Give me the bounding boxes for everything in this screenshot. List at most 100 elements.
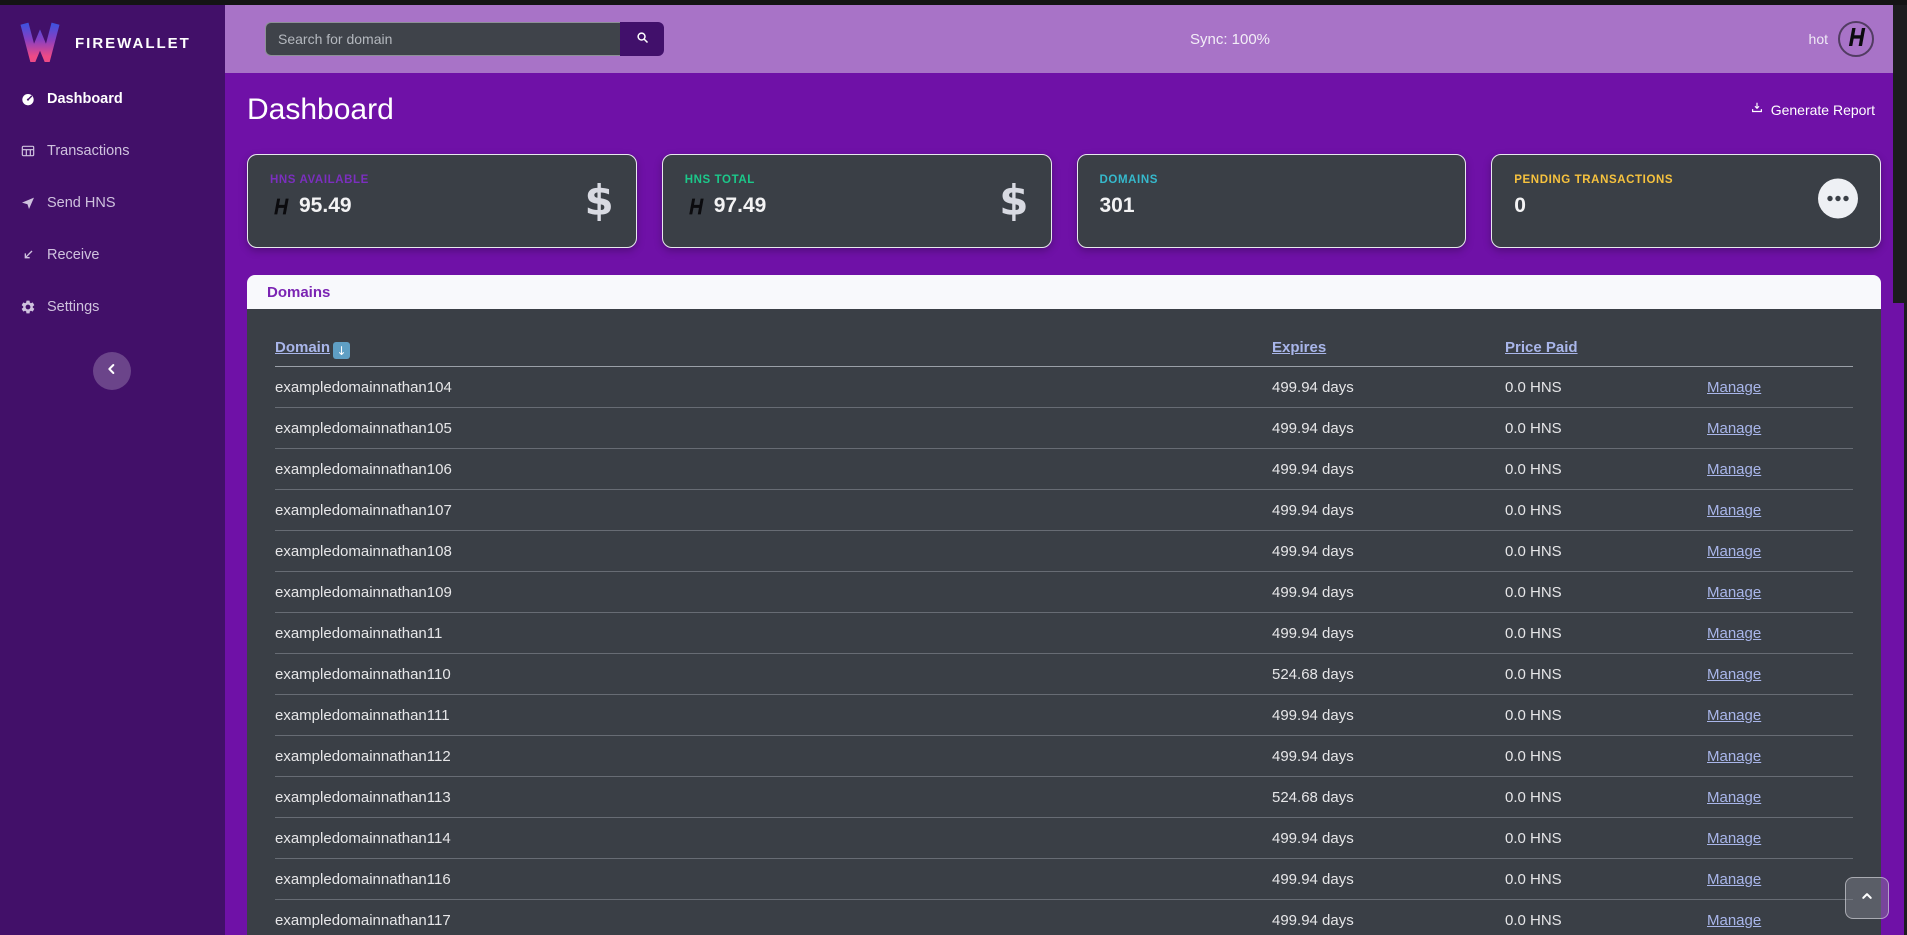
- stat-card-value: 95.49: [299, 194, 352, 217]
- expires-cell: 499.94 days: [1272, 747, 1354, 765]
- sidebar-item-send-hns[interactable]: Send HNS: [0, 177, 225, 229]
- manage-link[interactable]: Manage: [1707, 624, 1762, 642]
- stat-card-value-row: 301: [1100, 194, 1444, 218]
- manage-link[interactable]: Manage: [1707, 911, 1762, 929]
- stat-card-label: DOMAINS: [1099, 174, 1159, 186]
- download-icon: [1750, 101, 1764, 118]
- window-top-strip: [0, 0, 1907, 5]
- domain-name-cell: exampledomainnathan11: [275, 624, 443, 642]
- expires-cell: 499.94 days: [1272, 460, 1354, 478]
- sidebar-nav: Dashboard Transactions Send HNS Receive Sett…: [0, 73, 225, 333]
- sidebar-item-label: Settings: [47, 299, 100, 315]
- stat-card-value-row: 95.49: [270, 194, 614, 218]
- expires-cell: 524.68 days: [1272, 665, 1354, 683]
- domain-name-cell: exampledomainnathan117: [275, 911, 451, 929]
- wallet-indicator: hot: [1809, 5, 1874, 73]
- price-paid-cell: 0.0 HNS: [1505, 583, 1562, 601]
- stat-card-domains: DOMAINS 301: [1076, 154, 1467, 248]
- manage-link[interactable]: Manage: [1707, 829, 1762, 847]
- stat-card-label: HNS AVAILABLE: [270, 174, 369, 186]
- sync-status: Sync: 100%: [1189, 30, 1271, 48]
- sidebar-item-transactions[interactable]: Transactions: [0, 125, 225, 177]
- manage-link[interactable]: Manage: [1707, 870, 1762, 888]
- main-content: Dashboard Generate Report HNS AVAILABLE 9…: [225, 73, 1907, 935]
- expires-cell: 499.94 days: [1272, 706, 1354, 724]
- domain-name-cell: exampledomainnathan109: [275, 583, 452, 601]
- manage-link[interactable]: Manage: [1707, 788, 1762, 806]
- sort-descending-icon[interactable]: ↓: [333, 342, 351, 359]
- domain-row: exampledomainnathan114 499.94 days 0.0 HNS…: [275, 818, 1853, 859]
- send-icon: [20, 195, 36, 211]
- domains-table-header: Domain ↓ Expires Price Paid: [275, 329, 1853, 367]
- manage-link[interactable]: Manage: [1707, 419, 1762, 437]
- price-paid-cell: 0.0 HNS: [1505, 747, 1562, 765]
- price-paid-cell: 0.0 HNS: [1505, 706, 1562, 724]
- domain-name-cell: exampledomainnathan104: [275, 378, 452, 396]
- manage-link[interactable]: Manage: [1707, 747, 1762, 765]
- page-title: Dashboard: [247, 93, 394, 126]
- domain-row: exampledomainnathan111 499.94 days 0.0 HNS…: [275, 695, 1853, 736]
- manage-link[interactable]: Manage: [1707, 378, 1762, 396]
- sidebar-item-label: Send HNS: [47, 195, 116, 211]
- stat-card-hns-available: HNS AVAILABLE 95.49 $: [247, 154, 637, 248]
- manage-cell: Manage: [1707, 543, 1853, 560]
- column-sort-link-expires[interactable]: Expires: [1272, 338, 1327, 356]
- domain-name-cell: exampledomainnathan112: [275, 747, 451, 765]
- manage-link[interactable]: Manage: [1707, 460, 1762, 478]
- sidebar-item-receive[interactable]: Receive: [0, 229, 225, 281]
- stat-card-icon-area: [1818, 178, 1858, 224]
- sidebar-item-dashboard[interactable]: Dashboard: [0, 73, 225, 125]
- topbar: Sync: 100% hot: [225, 5, 1907, 73]
- manage-link[interactable]: Manage: [1707, 706, 1762, 724]
- domains-panel-title: Domains: [247, 275, 1881, 309]
- column-sort-link-domain[interactable]: Domain: [275, 338, 331, 356]
- stat-card-value: 0: [1514, 194, 1526, 217]
- sidebar-item-label: Transactions: [47, 143, 130, 159]
- sidebar-item-settings[interactable]: Settings: [0, 281, 225, 333]
- brand[interactable]: FIREWALLET: [0, 5, 225, 70]
- price-paid-cell: 0.0 HNS: [1505, 419, 1562, 437]
- price-paid-cell: 0.0 HNS: [1505, 378, 1562, 396]
- window-right-edge: [1904, 0, 1907, 935]
- manage-cell: Manage: [1707, 666, 1853, 683]
- generate-report-button[interactable]: Generate Report: [1750, 101, 1875, 118]
- manage-link[interactable]: Manage: [1707, 665, 1762, 683]
- manage-link[interactable]: Manage: [1707, 542, 1762, 560]
- expires-cell: 499.94 days: [1272, 829, 1354, 847]
- price-paid-cell: 0.0 HNS: [1505, 624, 1562, 642]
- manage-cell: Manage: [1707, 379, 1853, 396]
- dollar-icon: $: [999, 176, 1029, 225]
- expires-cell: 524.68 days: [1272, 788, 1354, 806]
- wallet-account-button[interactable]: [1838, 21, 1874, 57]
- manage-link[interactable]: Manage: [1707, 501, 1762, 519]
- stat-card-hns-total: HNS TOTAL 97.49 $: [661, 154, 1052, 248]
- domain-row: exampledomainnathan105 499.94 days 0.0 HNS…: [275, 408, 1853, 449]
- stat-cards-row: HNS AVAILABLE 95.49 $ HNS TOTAL 97.49 $ DOMAIN…: [247, 154, 1881, 248]
- domain-row: exampledomainnathan110 524.68 days 0.0 HNS…: [275, 654, 1853, 695]
- search-button[interactable]: [620, 22, 664, 56]
- domain-row: exampledomainnathan11 499.94 days 0.0 HNS M…: [275, 613, 1853, 654]
- domain-name-cell: exampledomainnathan107: [275, 501, 452, 519]
- price-paid-cell: 0.0 HNS: [1505, 542, 1562, 560]
- manage-cell: Manage: [1707, 871, 1853, 888]
- domain-name-cell: exampledomainnathan108: [275, 542, 452, 560]
- sidebar-collapse-button[interactable]: [93, 352, 131, 390]
- price-paid-cell: 0.0 HNS: [1505, 870, 1562, 888]
- hns-logo-icon: [1844, 25, 1868, 54]
- manage-link[interactable]: Manage: [1707, 583, 1762, 601]
- price-paid-cell: 0.0 HNS: [1505, 460, 1562, 478]
- header-cell-domain: Domain ↓: [275, 338, 1272, 359]
- sidebar: FIREWALLET Dashboard Transactions Send HNS…: [0, 5, 225, 935]
- domain-row: exampledomainnathan112 499.94 days 0.0 HNS…: [275, 736, 1853, 777]
- page-scrollbar-thumb[interactable]: [1893, 5, 1907, 303]
- domain-row: exampledomainnathan109 499.94 days 0.0 HNS…: [275, 572, 1853, 613]
- manage-cell: Manage: [1707, 707, 1853, 724]
- stat-card-icon-area: $: [585, 180, 614, 222]
- stat-card-value-row: 0: [1514, 194, 1858, 218]
- column-sort-link-price-paid[interactable]: Price Paid: [1505, 338, 1578, 356]
- search-input[interactable]: [265, 22, 620, 56]
- scroll-to-top-button[interactable]: [1845, 877, 1889, 919]
- stat-card-value-row: 97.49: [685, 194, 1029, 218]
- manage-cell: Manage: [1707, 502, 1853, 519]
- stat-card-icon-area: $: [999, 180, 1028, 222]
